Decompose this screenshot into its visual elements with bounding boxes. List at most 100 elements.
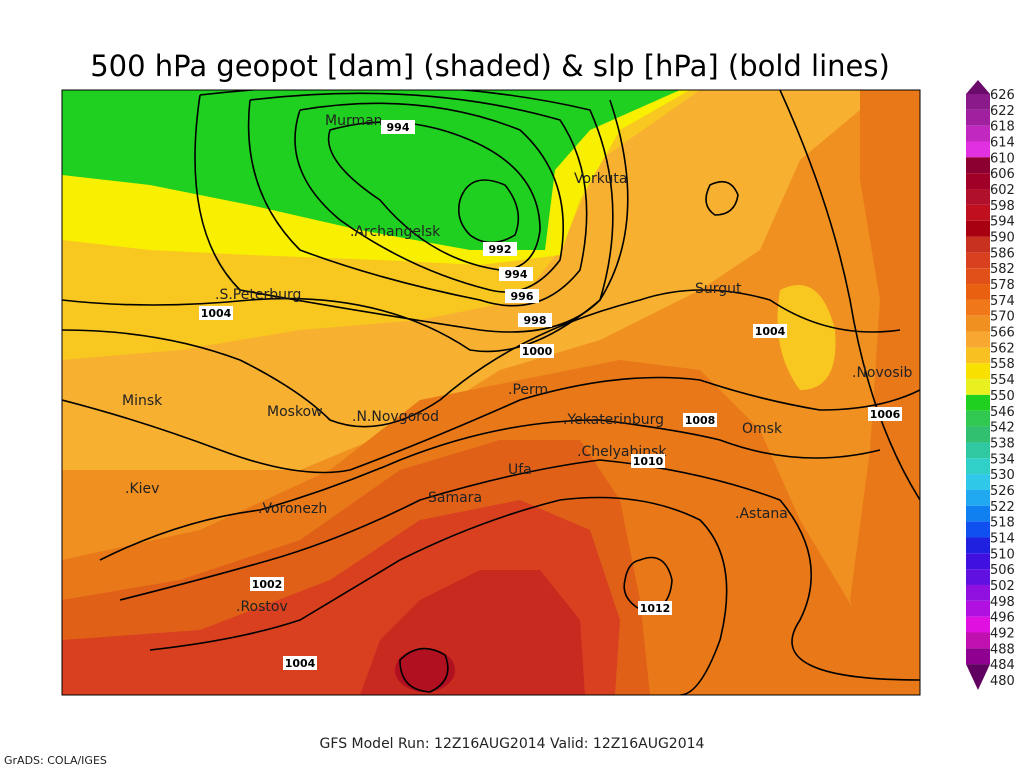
colorbar-label: 480 — [990, 674, 1015, 689]
contour-label: 994 — [505, 268, 528, 281]
city-label: .N.Novgorod — [352, 409, 439, 425]
colorbar-cell — [966, 220, 990, 237]
map-labels: Murman Vorkuta .Archangelsk .S.Peterburg Sur… — [122, 113, 913, 670]
map: Murman Vorkuta .Archangelsk .S.Peterburg Sur… — [62, 90, 920, 695]
isobars — [62, 90, 920, 695]
colorbar-label: 502 — [990, 579, 1015, 594]
contour-label: 1008 — [685, 414, 716, 427]
contour-label-box — [505, 289, 539, 303]
colorbar-cell — [966, 236, 990, 253]
footer: GFS Model Run: 12Z16AUG2014 Valid: 12Z16… — [320, 736, 705, 752]
colorbar-cell — [966, 410, 990, 427]
colorbar-cell — [966, 474, 990, 490]
contour-label-box — [631, 454, 665, 468]
colorbar-cell — [966, 553, 990, 570]
colorbar-label: 530 — [990, 468, 1015, 483]
city-label: Murman — [325, 113, 383, 129]
colorbar-cell — [966, 141, 990, 158]
colorbar-label: 554 — [990, 373, 1015, 388]
city-label: .S.Peterburg — [215, 287, 301, 303]
colorbar-label: 618 — [990, 120, 1015, 135]
colorbar-label: 546 — [990, 405, 1015, 420]
colorbar-cell — [966, 442, 990, 459]
city-label: Vorkuta — [574, 171, 627, 187]
colorbar-cell — [966, 379, 990, 395]
city-label: Minsk — [122, 393, 163, 409]
contour-label: 998 — [524, 314, 547, 327]
contour-label: 994 — [387, 121, 410, 134]
colorbar-label: 484 — [990, 658, 1015, 673]
contour-label-box — [868, 407, 902, 421]
colorbar-cell — [966, 347, 990, 364]
colorbar-cap — [966, 80, 990, 94]
colorbar-label: 542 — [990, 421, 1015, 436]
city-label: Samara — [428, 490, 482, 506]
colorbar-label: 606 — [990, 167, 1015, 182]
city-label: Ufa — [508, 462, 532, 478]
city-label: Omsk — [742, 421, 783, 437]
city-label: .Novosib — [852, 365, 913, 381]
colorbar-cell — [966, 94, 990, 110]
colorbar-cell — [966, 394, 990, 411]
contour-label-box — [683, 413, 717, 427]
colorbar-label: 574 — [990, 294, 1015, 309]
contour-label: 1012 — [640, 602, 671, 615]
colorbar-cell — [966, 616, 990, 633]
colorbar-label: 578 — [990, 278, 1015, 293]
colorbar-label: 594 — [990, 215, 1015, 230]
colorbar-cell — [966, 173, 990, 190]
city-label: .Perm — [508, 382, 548, 398]
contour-label-box — [499, 267, 533, 281]
contour-label: 1004 — [201, 307, 232, 320]
city-label: .Astana — [735, 506, 788, 522]
contour-label: 1004 — [285, 657, 316, 670]
colorbar-label: 614 — [990, 136, 1015, 151]
city-label: Moskow — [267, 404, 323, 420]
shade — [850, 90, 920, 695]
colorbar-label: 622 — [990, 104, 1015, 119]
colorbar-cell — [966, 363, 990, 380]
colorbar-cell — [966, 521, 990, 538]
contour-label-box — [381, 120, 415, 134]
colorbar-label: 514 — [990, 531, 1015, 546]
colorbar-cell — [966, 505, 990, 522]
colorbar: 6266226186146106066025985945905865825785… — [966, 80, 1015, 690]
colorbar-label: 518 — [990, 516, 1015, 531]
colorbar-label: 626 — [990, 88, 1015, 103]
contour-label: 1006 — [870, 408, 901, 421]
title: 500 hPa geopot [dam] (shaded) & slp [hPa… — [90, 49, 890, 83]
contour-label: 1004 — [755, 325, 786, 338]
colorbar-cell — [966, 157, 990, 174]
colorbar-label: 488 — [990, 642, 1015, 657]
colorbar-cell — [966, 569, 990, 585]
colorbar-cell — [966, 426, 990, 443]
colorbar-label: 534 — [990, 452, 1015, 467]
contour-label-box — [638, 601, 672, 615]
contour-label-box — [250, 577, 284, 591]
colorbar-cell — [966, 204, 990, 221]
colorbar-label: 506 — [990, 563, 1015, 578]
colorbar-label: 602 — [990, 183, 1015, 198]
contour-label-box — [520, 344, 554, 358]
colorbar-cell — [966, 489, 990, 506]
colorbar-label: 550 — [990, 389, 1015, 404]
map-frame — [61, 89, 921, 696]
contour-label-box — [483, 242, 517, 256]
colorbar-label: 492 — [990, 626, 1015, 641]
colorbar-label: 590 — [990, 231, 1015, 246]
contour-label: 1002 — [252, 578, 283, 591]
city-label: .Voronezh — [258, 501, 327, 517]
city-label: .Archangelsk — [350, 224, 441, 240]
colorbar-cap — [966, 664, 990, 690]
contour-label: 996 — [511, 290, 534, 303]
colorbar-cell — [966, 632, 990, 649]
colorbar-cell — [966, 331, 990, 348]
colorbar-cell — [966, 600, 990, 617]
city-label: Surgut — [695, 281, 742, 297]
colorbar-cell — [966, 189, 990, 205]
shade — [777, 285, 836, 390]
city-label: .Rostov — [236, 599, 288, 615]
colorbar-label: 558 — [990, 357, 1015, 372]
colorbar-cell — [966, 252, 990, 269]
contour-label-box — [283, 656, 317, 670]
